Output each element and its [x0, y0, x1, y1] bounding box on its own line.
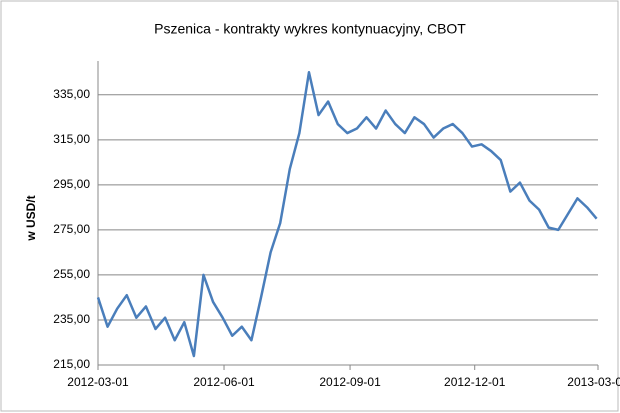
y-axis-label: w USD/t	[24, 195, 38, 241]
y-tick-label: 235,00	[53, 312, 90, 326]
y-tick-label: 295,00	[53, 177, 90, 191]
y-tick-label: 315,00	[53, 132, 90, 146]
chart-title: Pszenica - kontrakty wykres kontynuacyjn…	[154, 21, 466, 37]
y-tick-label: 275,00	[53, 222, 90, 236]
x-tick-label: 2012-03-01	[67, 375, 129, 389]
y-tick-label: 335,00	[53, 87, 90, 101]
x-tick-label: 2012-06-01	[193, 375, 255, 389]
y-tick-label: 215,00	[53, 357, 90, 371]
data-line	[96, 71, 598, 358]
x-tick-label: 2012-09-01	[319, 375, 381, 389]
x-tick-label: 2012-12-01	[444, 375, 506, 389]
x-tick-label: 2013-03-01	[567, 375, 620, 389]
y-tick-label: 255,00	[53, 267, 90, 281]
